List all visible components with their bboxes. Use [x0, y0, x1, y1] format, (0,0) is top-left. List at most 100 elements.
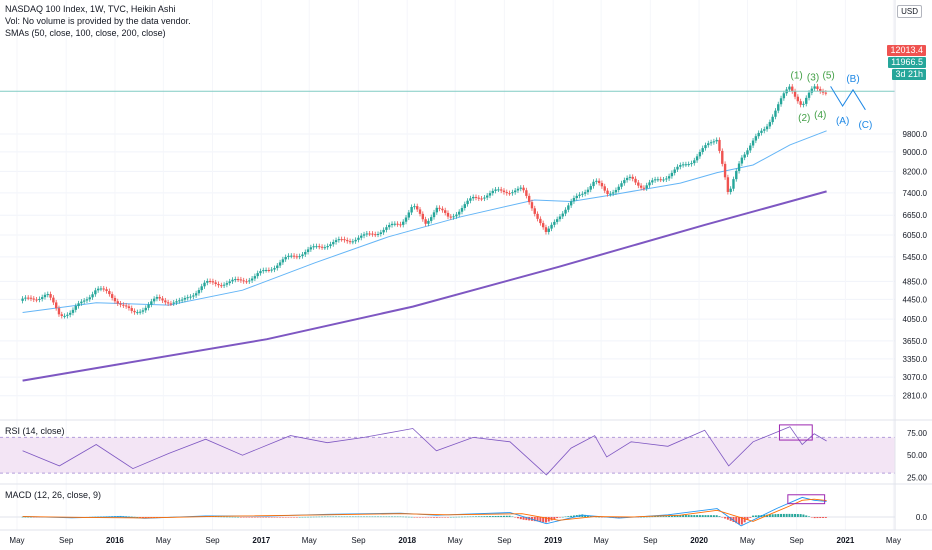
candle-body — [575, 195, 578, 199]
candle-body — [362, 234, 366, 236]
candle-body — [348, 241, 352, 243]
macd-histogram-bar — [460, 516, 463, 518]
macd-histogram-bar — [561, 516, 564, 518]
macd-histogram-bar — [771, 514, 774, 517]
annotations: (1) (2) (3) (4) (5) (A) (B) (C) — [0, 71, 895, 131]
candle-body — [116, 301, 119, 304]
candle-body — [220, 285, 223, 287]
macd-histogram-bar — [444, 517, 447, 518]
candle-body — [642, 187, 646, 189]
candle-body — [441, 208, 444, 211]
macd-histogram-bar — [279, 517, 282, 518]
candle-body — [206, 280, 209, 283]
macd-histogram-bar — [749, 517, 752, 518]
candle-body — [197, 290, 201, 294]
candle-body — [813, 86, 816, 89]
candle-body — [513, 190, 517, 193]
macd-histogram-bar — [516, 517, 519, 519]
macd-histogram-bar — [329, 516, 332, 518]
price-tick-label: 3070.0 — [903, 373, 928, 382]
macd-histogram-bar — [743, 517, 746, 523]
macd-histogram-bar — [679, 514, 682, 517]
macd-histogram-bar — [234, 516, 237, 518]
candle-body — [802, 103, 805, 105]
candle-body — [164, 300, 167, 303]
macd-histogram-bar — [265, 517, 268, 518]
candle-body — [771, 116, 774, 123]
macd-histogram-bar — [242, 517, 245, 518]
macd-histogram-bar — [438, 517, 441, 518]
candle-body — [102, 288, 105, 290]
macd-histogram-bar — [718, 516, 721, 517]
currency-button[interactable]: USD — [897, 5, 922, 18]
candle-body — [463, 204, 466, 209]
macd-histogram-bar — [746, 517, 749, 521]
rsi-tick-label: 75.00 — [907, 429, 928, 438]
time-tick-label: 2017 — [252, 536, 270, 545]
macd-histogram-bar — [287, 517, 290, 518]
time-tick-label: May — [594, 536, 609, 545]
candle-body — [320, 246, 324, 248]
macd-histogram-bar — [419, 517, 422, 518]
wave-label: (A) — [836, 116, 849, 127]
candle-body — [147, 304, 150, 308]
candle-body — [779, 98, 783, 105]
macd-histogram-bar — [796, 514, 799, 517]
macd-legend[interactable]: MACD (12, 26, close, 9) — [5, 490, 102, 500]
sma-legend[interactable]: SMAs (50, close, 100, close, 200, close) — [5, 28, 166, 38]
macd-histogram-bar — [724, 517, 727, 519]
candle-body — [477, 197, 480, 199]
candle-body — [824, 92, 828, 94]
candle-body — [522, 187, 525, 191]
sma-price-tag: 11966.5 — [888, 57, 926, 68]
macd-histogram-bar — [808, 516, 811, 517]
candle-body — [155, 297, 159, 299]
candle-body — [774, 110, 777, 117]
macd-histogram-bar — [256, 517, 259, 518]
price-tick-label: 6050.0 — [903, 231, 928, 240]
candle-body — [298, 256, 301, 258]
last-price-tag: 12013.4 — [887, 45, 926, 56]
candle-body — [620, 183, 623, 187]
macd-histogram-bar — [343, 516, 346, 518]
candle-body — [659, 179, 662, 181]
macd-histogram-bar — [640, 516, 643, 518]
price-tick-label: 4050.0 — [903, 315, 928, 324]
macd-histogram-bar — [433, 517, 436, 518]
candle-body — [743, 154, 746, 158]
candle-body — [253, 276, 257, 279]
candle-body — [371, 233, 374, 235]
candle-body — [519, 187, 522, 189]
candle-body — [637, 182, 640, 186]
macd-histogram-bar — [500, 515, 503, 517]
time-tick-label: May — [9, 536, 24, 545]
candle-body — [402, 221, 405, 225]
candle-body — [653, 179, 657, 181]
rsi-legend[interactable]: RSI (14, close) — [5, 426, 65, 436]
macd-histogram-bar — [682, 515, 685, 517]
macd-histogram-bar — [32, 517, 35, 518]
macd-histogram-bar — [799, 514, 802, 517]
time-tick-label: 2021 — [837, 536, 855, 545]
macd-tick-label: 0.0 — [916, 513, 928, 522]
candle-body — [555, 219, 559, 222]
macd-histogram-bar — [701, 515, 704, 517]
rsi-band — [0, 437, 895, 474]
macd-histogram-bar — [368, 516, 371, 518]
time-tick-label: 2019 — [544, 536, 562, 545]
candle-body — [550, 224, 553, 229]
candle-body — [611, 192, 615, 194]
candle-body — [788, 86, 791, 90]
macd-histogram-bar — [794, 513, 797, 517]
macd-histogram-bar — [133, 516, 136, 518]
macd-histogram-bar — [407, 516, 410, 518]
candle-body — [628, 176, 632, 178]
candle-body — [225, 283, 229, 285]
time-tick-label: Sep — [790, 536, 805, 545]
candle-body — [256, 273, 259, 277]
candle-body — [376, 233, 380, 235]
macd-histogram-bar — [715, 515, 718, 517]
candle-body — [536, 213, 539, 219]
time-tick-label: Sep — [643, 536, 658, 545]
